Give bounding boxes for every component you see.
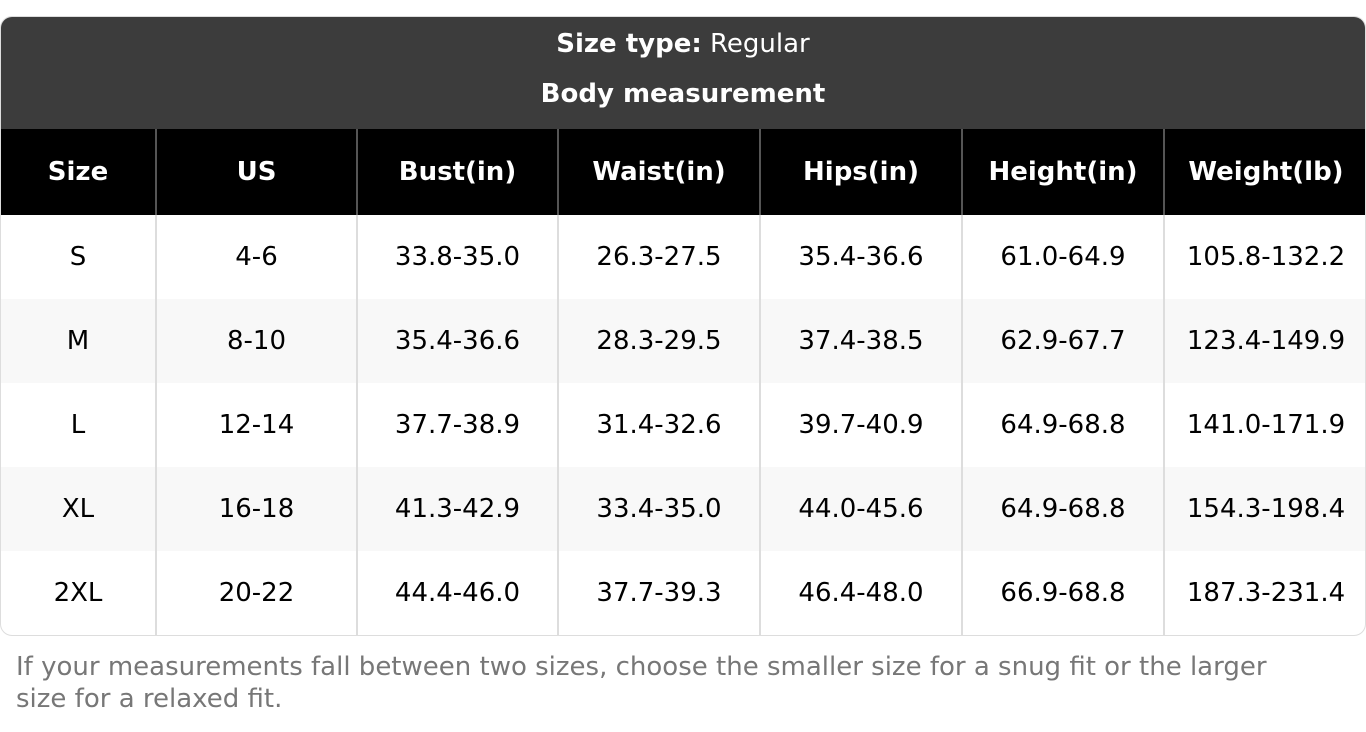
table-cell: 35.4-36.6 [759,215,962,299]
subtitle: Body measurement [540,79,826,109]
table-cell: 37.4-38.5 [759,299,962,383]
table-cell: 141.0-171.9 [1163,383,1365,467]
table-cell: 2XL [53,578,103,608]
table-cell: 33.8-35.0 [356,215,558,299]
table-cell: 16-18 [155,467,357,551]
table-cell: 8-10 [155,299,357,383]
table-row: 2XL 20-22 44.4-46.0 37.7-39.3 46.4-48.0 66.9-… [1,551,1365,635]
table-cell: 20-22 [155,551,357,635]
size-chart: Size type: Regular Body measurement Size… [0,16,1366,636]
table-cell: 61.0-64.9 [961,215,1164,299]
header-row: Size US Bust(in) Waist(in) Hips(in) Height(in… [1,129,1365,215]
column-header: US [155,129,357,215]
size-type: Size type: Regular [1,17,1365,72]
column-header: Hips(in) [759,129,962,215]
table-cell: 37.7-38.9 [356,383,558,467]
size-type-value: Regular [710,29,810,59]
column-header: Waist(in) [557,129,760,215]
column-header: Height(in) [961,129,1164,215]
table-cell: S [69,242,87,272]
table-cell: 39.7-40.9 [759,383,962,467]
table-cell: 123.4-149.9 [1163,299,1365,383]
table-cell: 26.3-27.5 [557,215,760,299]
table-cell: XL [1,467,156,551]
size-type-label: Size type: [556,29,702,59]
footnote: If your measurements fall between two si… [16,652,1267,714]
table-cell: 64.9-68.8 [961,467,1164,551]
table-row: S 4-6 33.8-35.0 26.3-27.5 35.4-36.6 61.0-64.9… [1,215,1365,299]
column-header: Bust(in) [356,129,558,215]
table-cell: 41.3-42.9 [356,467,558,551]
table-cell: 44.0-45.6 [759,467,962,551]
table-cell: 46.4-48.0 [759,551,962,635]
table-cell: 4-6 [155,215,357,299]
table-cell: 105.8-132.2 [1163,215,1365,299]
table-cell: 33.4-35.0 [557,467,760,551]
table-cell: 154.3-198.4 [1163,467,1365,551]
table-row: M 8-10 35.4-36.6 28.3-29.5 37.4-38.5 62.9-67.… [1,299,1365,383]
table-cell: M [1,299,156,383]
column-header: Size [1,129,156,215]
chart-header: Size type: Regular Body measurement [1,17,1365,129]
table-cell: 66.9-68.8 [961,551,1164,635]
table-cell: 28.3-29.5 [557,299,760,383]
table-cell: 37.7-39.3 [557,551,760,635]
table-cell: L [70,410,86,440]
size-table: Size US Bust(in) Waist(in) Hips(in) Height(in… [1,129,1365,635]
table-cell: 44.4-46.0 [356,551,558,635]
table-cell: 35.4-36.6 [356,299,558,383]
table-cell: 62.9-67.7 [961,299,1164,383]
column-header: Weight(lb) [1163,129,1365,215]
table-row: L 12-14 37.7-38.9 31.4-32.6 39.7-40.9 64.9-68… [1,383,1365,467]
table-cell: 64.9-68.8 [961,383,1164,467]
table-cell: 187.3-231.4 [1163,551,1365,635]
table-body: S 4-6 33.8-35.0 26.3-27.5 35.4-36.6 61.0-64.9… [1,215,1365,635]
table-cell: 31.4-32.6 [557,383,760,467]
table-cell: 12-14 [155,383,357,467]
table-row: XL 16-18 41.3-42.9 33.4-35.0 44.0-45.6 64.9-6… [1,467,1365,551]
